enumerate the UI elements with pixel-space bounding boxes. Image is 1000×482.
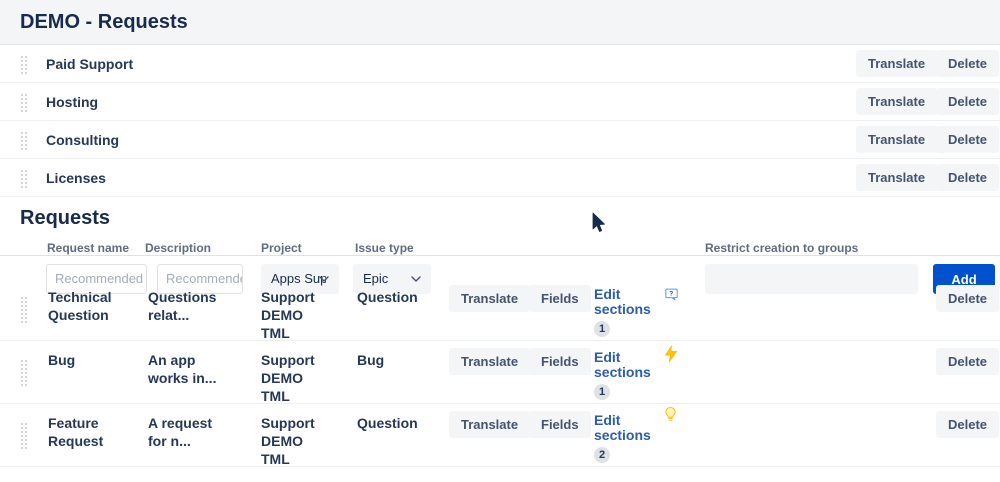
svg-text:?: ?	[669, 290, 673, 297]
